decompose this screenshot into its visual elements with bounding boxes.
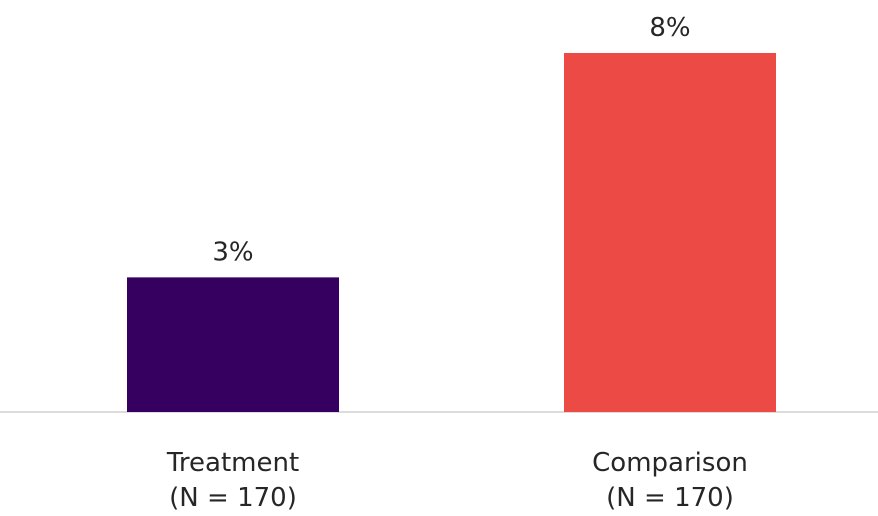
data-label-comparison: 8% xyxy=(649,13,690,43)
category-sublabel-treatment: (N = 170) xyxy=(169,483,297,513)
category-sublabel-comparison: (N = 170) xyxy=(606,483,734,513)
bar-treatment xyxy=(127,277,339,412)
category-label-comparison: Comparison xyxy=(592,448,748,478)
data-label-treatment: 3% xyxy=(212,237,253,267)
bar-comparison xyxy=(564,53,776,412)
category-label-treatment: Treatment xyxy=(166,448,299,478)
